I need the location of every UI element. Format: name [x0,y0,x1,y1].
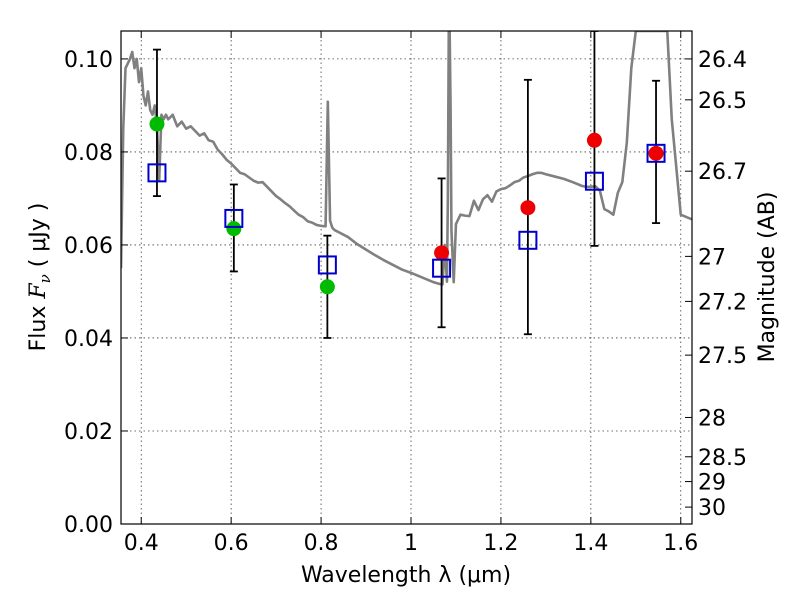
model-spectrum-layer [121,31,692,286]
x-tick-label: 1.4 [573,531,608,556]
y-tick-label: 0.06 [64,234,113,259]
x-tick-label: 1.6 [663,531,698,556]
y-tick-label: 0.10 [64,48,113,73]
y-axis-label-symbol: F [26,283,51,300]
y-axis-label-unit: ( μJy ) [26,203,51,275]
infrared-data-point [648,145,664,161]
y2-tick-label: 26.4 [698,48,747,73]
y2-tick-label: 30 [698,496,726,521]
x-tick-label: 0.4 [124,531,159,556]
optical-data-point [319,279,335,295]
model-band-square [646,143,666,163]
y2-tick-label: 29 [698,471,726,496]
model-band-square [432,258,452,278]
y2-tick-label: 27.2 [698,290,747,315]
model-band-square [224,208,244,228]
y-axis-label-subscript: ν [36,274,54,283]
optical-data-point [226,221,242,237]
y2-axis-label: Magnitude (AB) [755,192,780,363]
y-tick-label: 0.00 [64,513,113,538]
infrared-data-point [520,200,536,216]
axis-ticks: 0.4 0.6 0.8 1 1.2 1.4 1.6 0.00 0.02 0.04 0.06 0.08 0… [64,31,747,556]
infrared-data-point [586,132,602,148]
plot-frame [120,30,693,525]
y-axis-label-prefix: Flux [26,299,51,352]
y-tick-label: 0.02 [64,420,113,445]
x-tick-label: 1 [404,531,418,556]
x-tick-label: 1.2 [483,531,518,556]
marker-layer [147,116,666,295]
model-band-square [584,171,604,191]
x-tick-label: 0.8 [304,531,339,556]
model-spectrum-line [121,31,692,286]
infrared-data-point [434,245,450,261]
x-axis-label: Wavelength λ (μm) [301,563,511,588]
model-band-square [518,230,538,250]
y-axis-label: Flux Fν ( μJy ) [26,203,54,352]
model-band-square [147,163,167,183]
model-band-square [317,255,337,275]
grid-lines [121,31,692,524]
y2-tick-label: 27 [698,245,726,270]
y2-tick-label: 26.7 [698,160,747,185]
x-tick-label: 0.6 [214,531,249,556]
y2-tick-label: 26.5 [698,89,747,114]
y2-tick-label: 28.5 [698,446,747,471]
y2-tick-label: 28 [698,406,726,431]
y-tick-label: 0.08 [64,141,113,166]
optical-data-point [149,116,165,132]
y2-tick-label: 27.5 [698,344,747,369]
y-tick-label: 0.04 [64,327,113,352]
